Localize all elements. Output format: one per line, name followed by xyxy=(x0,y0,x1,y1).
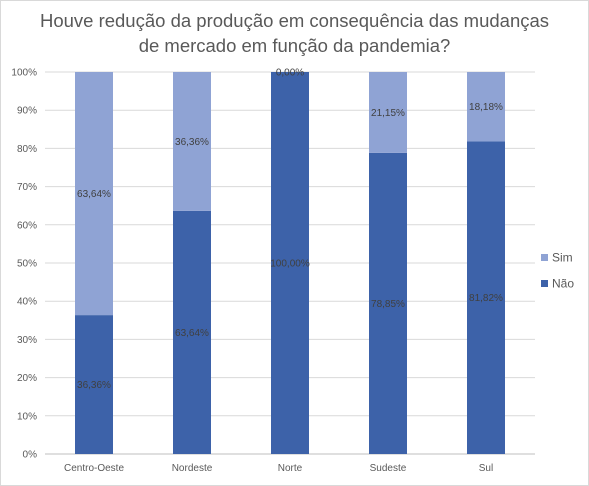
data-label: 36,36% xyxy=(175,137,209,148)
legend-label: Não xyxy=(552,277,574,291)
x-tick-label: Norte xyxy=(278,463,303,474)
legend: Sim Não xyxy=(541,251,574,291)
legend-label: Sim xyxy=(552,251,573,265)
bar-segment xyxy=(369,152,407,454)
x-tick-label: Sudeste xyxy=(370,463,407,474)
y-tick-label: 90% xyxy=(17,106,37,117)
bar-segment xyxy=(369,72,407,153)
y-tick-label: 100% xyxy=(11,68,37,79)
x-tick-label: Centro-Oeste xyxy=(64,463,124,474)
x-tick-label: Sul xyxy=(479,463,493,474)
bar-segment xyxy=(173,210,211,454)
data-labels: 36,36% 63,64% 63,64% 36,36% 100,00% 0,00% 78,8… xyxy=(77,68,503,392)
data-label: 63,64% xyxy=(77,189,111,200)
y-tick-label: 10% xyxy=(17,411,37,422)
data-label: 0,00% xyxy=(276,68,304,79)
data-label: 63,64% xyxy=(175,328,209,339)
bar-segment xyxy=(271,72,309,454)
x-tick-label: Nordeste xyxy=(172,463,213,474)
data-label: 21,15% xyxy=(371,108,405,119)
data-label: 36,36% xyxy=(77,380,111,391)
data-label: 100,00% xyxy=(270,259,310,270)
bar-segment xyxy=(173,72,211,211)
data-label: 78,85% xyxy=(371,299,405,310)
bar-segment xyxy=(467,141,505,454)
y-tick-label: 60% xyxy=(17,220,37,231)
bar-segment xyxy=(75,72,113,316)
y-tick-label: 50% xyxy=(17,259,37,270)
data-label: 81,82% xyxy=(469,293,503,304)
x-axis-ticks: Centro-Oeste Nordeste Norte Sudeste Sul xyxy=(64,463,493,474)
y-tick-label: 80% xyxy=(17,144,37,155)
legend-swatch xyxy=(541,254,548,261)
y-tick-label: 30% xyxy=(17,335,37,346)
chart-title: Houve redução da produção em consequênci… xyxy=(39,10,550,56)
data-label: 18,18% xyxy=(469,102,503,113)
y-axis-ticks: 0% 10% 20% 30% 40% 50% 60% 70% 80% 90% 100% xyxy=(11,68,37,461)
bar-segment xyxy=(75,315,113,454)
y-tick-label: 20% xyxy=(17,373,37,384)
y-tick-label: 40% xyxy=(17,297,37,308)
legend-swatch xyxy=(541,280,548,287)
bars xyxy=(75,72,505,454)
bar-segment xyxy=(467,72,505,142)
y-tick-label: 70% xyxy=(17,182,37,193)
y-tick-label: 0% xyxy=(23,450,38,461)
